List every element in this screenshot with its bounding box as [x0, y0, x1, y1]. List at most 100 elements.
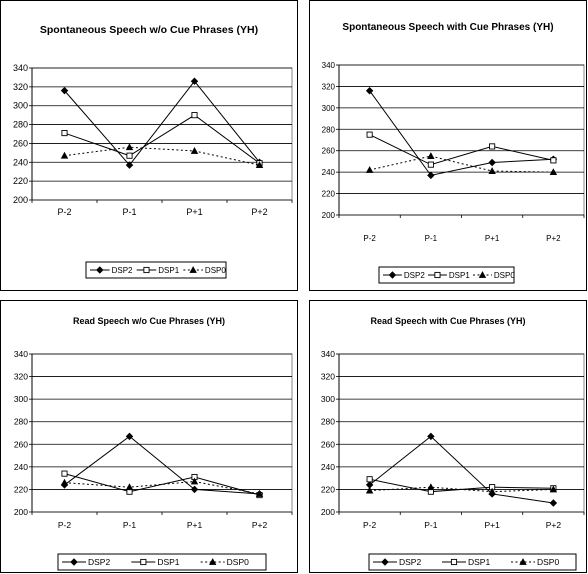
- x-tick-label: P+2: [251, 207, 267, 217]
- y-tick-label: 200: [321, 507, 335, 517]
- x-tick-label: P-2: [58, 520, 72, 530]
- series-line-dsp1: [369, 134, 554, 166]
- legend: DSP2 DSP1 DSP0: [85, 261, 227, 279]
- data-point-dsp2: [549, 499, 558, 507]
- legend-marker-dsp0: [189, 266, 197, 273]
- data-point-dsp0: [427, 152, 435, 159]
- legend-label-dsp1: DSP1: [468, 557, 490, 567]
- data-point-dsp2: [125, 432, 134, 441]
- y-tick-label: 280: [14, 417, 28, 427]
- series-line-dsp1: [369, 478, 554, 493]
- legend-label-dsp2: DSP2: [88, 557, 110, 567]
- data-point-dsp0: [255, 490, 264, 497]
- y-tick-label: 240: [322, 168, 336, 177]
- data-point-dsp2: [365, 86, 374, 95]
- y-tick-label: 260: [322, 147, 336, 156]
- legend: DSP2 DSP1 DSP0: [57, 553, 267, 571]
- legend-marker-dsp0: [478, 271, 487, 278]
- y-tick-label: 320: [322, 82, 336, 91]
- y-tick-label: 240: [321, 462, 335, 472]
- legend-marker-dsp2: [381, 558, 389, 566]
- chart-panel-1: Spontaneous Speech w/o Cue Phrases (YH) 2…: [0, 0, 299, 292]
- y-tick-label: 220: [322, 190, 336, 199]
- data-point-dsp1: [126, 152, 133, 159]
- chart-4: Read Speech with Cue Phrases (YH) 200 220 2…: [309, 300, 587, 573]
- data-point-dsp0: [488, 167, 496, 174]
- y-tick-label: 320: [321, 372, 335, 382]
- data-point-dsp1: [366, 131, 373, 138]
- series-line-dsp0: [369, 486, 554, 493]
- data-point-dsp0: [365, 486, 374, 494]
- series-dsp0: [365, 152, 558, 176]
- legend-label-dsp0: DSP0: [494, 271, 515, 280]
- y-tick-label: 300: [14, 394, 28, 404]
- data-point-dsp2: [427, 171, 435, 180]
- x-tick-label: P-2: [57, 207, 71, 217]
- plot-area: [338, 64, 585, 216]
- y-tick-label: 340: [322, 61, 336, 70]
- legend-marker-dsp1: [140, 558, 147, 566]
- chart-panel-4: Read Speech with Cue Phrases (YH) 200 220 2…: [309, 300, 588, 574]
- y-tick-label: 300: [13, 101, 28, 111]
- x-tick-label: P+1: [186, 207, 202, 217]
- y-tick-label: 260: [321, 439, 335, 449]
- series-dsp2: [60, 77, 264, 169]
- data-point-dsp1: [191, 112, 198, 119]
- data-point-dsp2: [190, 77, 199, 85]
- series-line-dsp2: [369, 90, 554, 176]
- y-tick-label: 320: [14, 372, 28, 382]
- data-point-dsp1: [366, 476, 373, 483]
- data-point-dsp0: [365, 166, 374, 173]
- data-point-dsp2: [125, 161, 134, 169]
- data-point-dsp0: [190, 477, 199, 485]
- legend-marker-dsp1: [450, 558, 458, 566]
- legend-box: [368, 553, 577, 571]
- y-tick-label: 320: [13, 82, 28, 92]
- x-tick-label: P+2: [546, 234, 561, 243]
- legend: DSP2 DSP1 DSP0: [368, 553, 577, 571]
- legend-label-dsp0: DSP0: [537, 557, 559, 567]
- data-point-dsp1: [61, 130, 68, 137]
- legend-marker-dsp2: [388, 271, 397, 279]
- chart-1: Spontaneous Speech w/o Cue Phrases (YH) 2…: [0, 0, 298, 291]
- legend-label-dsp1: DSP1: [157, 557, 179, 567]
- chart-title: Read Speech w/o Cue Phrases (YH): [73, 316, 225, 326]
- series-line-dsp2: [64, 435, 260, 495]
- legend: DSP2 DSP1 DSP0: [378, 266, 515, 284]
- y-tick-label: 300: [322, 104, 336, 113]
- series-dsp1: [366, 131, 557, 168]
- y-tick-label: 200: [13, 195, 28, 205]
- x-tick-label: P-1: [425, 234, 438, 243]
- y-tick-label: 220: [321, 484, 335, 494]
- y-tick-label: 340: [13, 63, 28, 73]
- chart-title: Read Speech with Cue Phrases (YH): [370, 316, 525, 326]
- data-point-dsp1: [61, 470, 68, 477]
- series-dsp0: [60, 143, 264, 169]
- y-tick-label: 340: [14, 349, 28, 359]
- legend-marker-dsp1: [143, 266, 150, 274]
- data-point-dsp0: [60, 151, 69, 159]
- x-tick-label: P+1: [484, 520, 500, 530]
- y-tick-label: 300: [321, 394, 335, 404]
- y-tick-label: 340: [321, 349, 335, 359]
- data-point-dsp1: [427, 161, 434, 168]
- chart-panel-3: Read Speech w/o Cue Phrases (YH) 200 220 24…: [0, 300, 299, 574]
- legend-marker-dsp0: [208, 558, 217, 565]
- y-tick-label: 200: [14, 507, 28, 517]
- y-tick-label: 240: [14, 462, 28, 472]
- x-tick-label: P-1: [123, 520, 137, 530]
- x-tick-label: P-1: [424, 520, 438, 530]
- y-tick-label: 200: [322, 211, 336, 220]
- legend-marker-dsp1: [434, 271, 441, 279]
- x-tick-label: P+1: [187, 520, 203, 530]
- x-tick-label: P+1: [485, 234, 500, 243]
- y-tick-label: 280: [321, 417, 335, 427]
- legend-marker-dsp0: [519, 558, 527, 565]
- data-point-dsp2: [190, 485, 199, 494]
- data-point-dsp0: [255, 161, 264, 169]
- y-tick-label: 220: [14, 484, 28, 494]
- legend-label-dsp1: DSP1: [449, 271, 470, 280]
- series-line-dsp0: [64, 481, 260, 495]
- data-point-dsp0: [60, 478, 69, 486]
- legend-label-dsp0: DSP0: [205, 266, 226, 275]
